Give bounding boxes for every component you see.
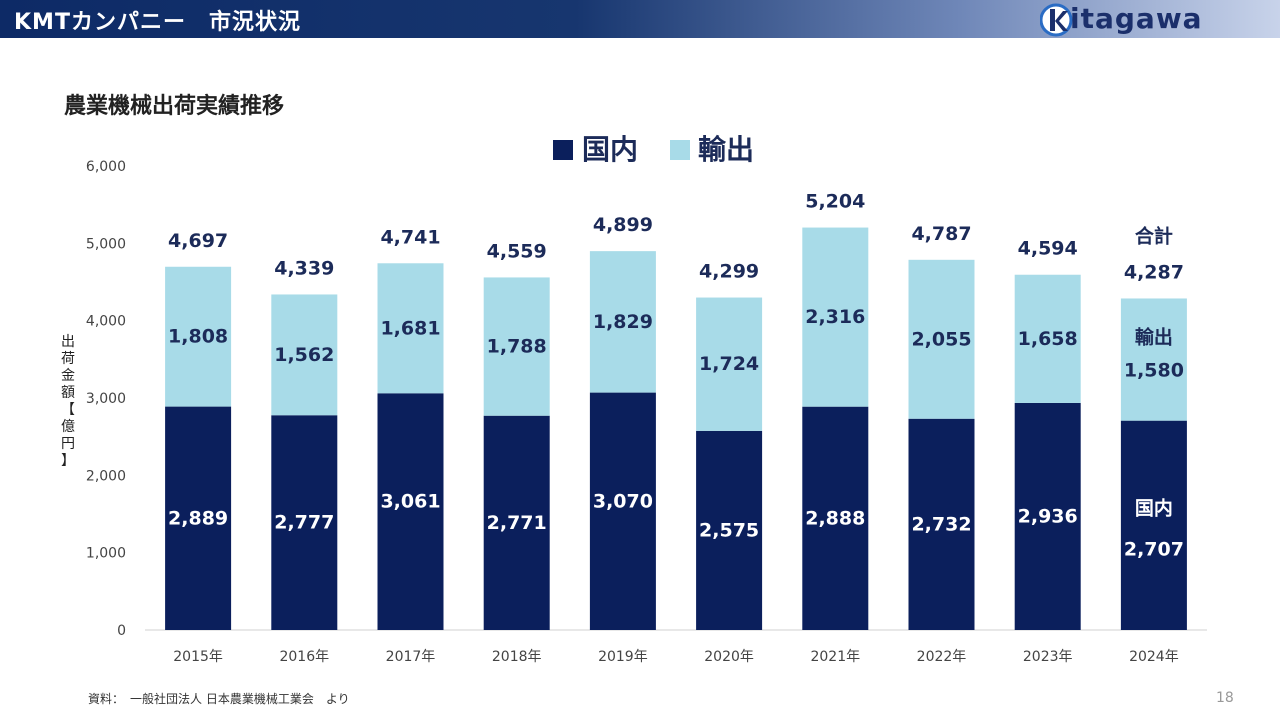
bar-domestic (483, 415, 550, 630)
x-tick-label: 2020年 (704, 649, 754, 665)
data-label-domestic: 2,936 (1018, 505, 1078, 527)
data-label-total: 4,559 (487, 240, 547, 262)
bar-export (1014, 274, 1081, 403)
data-label-domestic: 2,771 (487, 512, 547, 534)
y-tick-label: 6,000 (86, 159, 126, 175)
header-bar: KMTカンパニー 市況状況 itagawa (0, 0, 1280, 38)
logo-k-icon (1040, 3, 1073, 37)
bar-domestic (802, 406, 869, 630)
data-label-domestic: 2,889 (168, 507, 228, 529)
data-label-domestic: 2,575 (699, 519, 759, 541)
kitagawa-logo: itagawa (1040, 0, 1240, 40)
bar-export (483, 277, 550, 416)
bar-domestic (1014, 402, 1081, 630)
x-tick-label: 2019年 (598, 649, 648, 665)
bar-export (589, 251, 656, 393)
data-label-total: 4,741 (380, 226, 440, 248)
data-label-domestic: 2,888 (805, 507, 865, 529)
logo-text: itagawa (1070, 2, 1203, 35)
data-label-total: 4,299 (699, 261, 759, 283)
legend-label-export: 輸出 (698, 133, 754, 166)
bar-domestic (271, 415, 338, 630)
y-tick-label: 0 (117, 623, 126, 639)
header-title: KMTカンパニー 市況状況 (14, 10, 301, 35)
bar-domestic (589, 392, 656, 630)
y-tick-label: 3,000 (86, 391, 126, 407)
annotation-domestic: 国内 (1135, 497, 1173, 520)
data-label-export: 1,681 (380, 317, 440, 339)
data-label-export: 1,580 (1124, 360, 1184, 382)
y-tick-label: 4,000 (86, 314, 126, 330)
data-label-export: 1,788 (487, 336, 547, 358)
x-tick-label: 2023年 (1023, 649, 1073, 665)
legend-label-domestic: 国内 (582, 133, 638, 166)
data-label-export: 1,808 (168, 326, 228, 348)
bar-export (696, 297, 763, 431)
annotation-export: 輸出 (1135, 326, 1173, 349)
page-number: 18 (1216, 690, 1234, 706)
bar-domestic (696, 430, 763, 630)
y-tick-label: 5,000 (86, 236, 126, 252)
legend-swatch-domestic (553, 140, 573, 160)
bar-domestic (1120, 420, 1187, 630)
data-label-export: 2,316 (805, 306, 865, 328)
bar-export (802, 227, 869, 407)
data-label-domestic: 2,732 (911, 513, 971, 535)
data-label-export: 1,829 (593, 311, 653, 333)
data-label-total: 4,287 (1124, 261, 1184, 283)
data-label-domestic: 2,777 (274, 512, 334, 534)
x-tick-label: 2016年 (279, 649, 329, 665)
data-label-domestic: 2,707 (1124, 538, 1184, 560)
annotation-total: 合計 (1135, 224, 1173, 247)
y-tick-label: 2,000 (86, 468, 126, 484)
data-label-total: 4,899 (593, 214, 653, 236)
bar-export (377, 263, 444, 394)
data-label-domestic: 3,070 (593, 490, 653, 512)
data-label-export: 2,055 (911, 328, 971, 350)
bar-export (271, 294, 338, 416)
x-tick-label: 2022年 (917, 649, 967, 665)
data-label-total: 5,204 (805, 191, 865, 213)
y-axis-label: 出荷金額【億円】 (61, 334, 75, 469)
legend-swatch-export (670, 140, 690, 160)
data-label-export: 1,562 (274, 344, 334, 366)
page-title: 農業機械出荷実績推移 (64, 94, 285, 119)
x-tick-label: 2024年 (1129, 649, 1179, 665)
x-tick-label: 2017年 (386, 649, 436, 665)
y-tick-label: 1,000 (86, 546, 126, 562)
x-tick-label: 2015年 (173, 649, 223, 665)
data-label-total: 4,339 (274, 257, 334, 279)
data-label-total: 4,787 (911, 223, 971, 245)
data-label-total: 4,594 (1018, 238, 1078, 260)
x-tick-label: 2018年 (492, 649, 542, 665)
bar-domestic (165, 406, 232, 630)
bar-export (165, 266, 232, 407)
data-label-domestic: 3,061 (380, 491, 440, 513)
bar-domestic (908, 418, 975, 630)
data-label-export: 1,724 (699, 353, 759, 375)
bar-domestic (377, 393, 444, 630)
x-tick-label: 2021年 (810, 649, 860, 665)
source-note: 資料： 一般社団法人 日本農業機械工業会 より (88, 692, 350, 706)
bar-export (908, 259, 975, 419)
data-label-total: 4,697 (168, 230, 228, 252)
bar-export (1120, 298, 1187, 421)
data-label-export: 1,658 (1018, 328, 1078, 350)
